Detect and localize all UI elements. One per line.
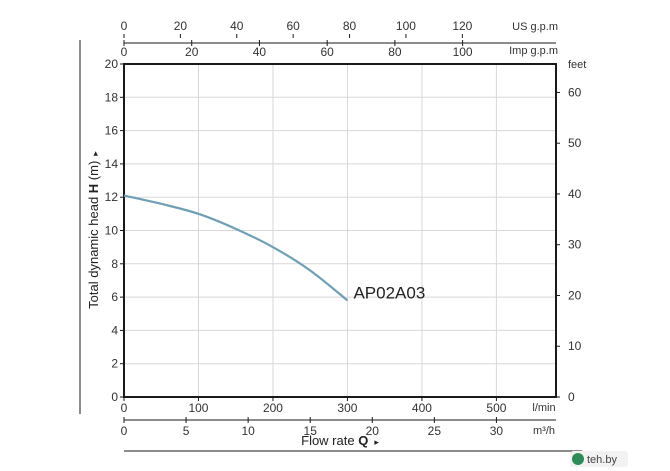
x-us-tick-label: 100	[396, 19, 416, 33]
y-tick-label: 18	[105, 90, 119, 104]
x-m3h-tick-label: 20	[366, 424, 380, 438]
y-tick-label: 16	[105, 124, 119, 138]
y-tick-label: 10	[105, 224, 119, 238]
series-label: AP02A03	[353, 283, 425, 302]
y-tick-label: 0	[111, 390, 118, 404]
x-unit-m3h: m³/h	[533, 425, 555, 437]
x-unit-imp: Imp g.p.m	[509, 45, 558, 57]
y-tick-label: 4	[111, 323, 118, 337]
x-imp-tick-label: 40	[253, 45, 267, 59]
series-layer: AP02A03	[123, 194, 425, 302]
y2-tick-label: 10	[568, 339, 582, 353]
y2-tick-label: 20	[568, 288, 582, 302]
x-m3h-tick-label: 15	[304, 424, 318, 438]
x-m3h-tick-label: 5	[183, 424, 190, 438]
x-m3h-tick-label: 25	[428, 424, 442, 438]
x-imp-tick-label: 80	[388, 45, 402, 59]
x-us-tick-label: 80	[343, 19, 357, 33]
y2-tick-label: 30	[568, 238, 582, 252]
x-tick-label: 400	[412, 401, 432, 415]
y2-tick-label: 50	[568, 136, 582, 150]
y-tick-label: 20	[105, 57, 119, 71]
x-tick-label: 300	[337, 401, 357, 415]
x-us-tick-label: 0	[121, 19, 128, 33]
x-axis-title: Flow rate Q ▸	[301, 433, 379, 448]
y-tick-label: 2	[111, 357, 118, 371]
watermark-text: teh.by	[587, 454, 617, 466]
x-unit-lmin: l/min	[532, 402, 555, 414]
x-imp-tick-label: 100	[453, 45, 473, 59]
x-tick-label: 0	[121, 401, 128, 415]
x-m3h-tick-label: 30	[490, 424, 504, 438]
x-m3h-tick-label: 0	[121, 424, 128, 438]
grid-lines	[124, 64, 556, 397]
y-tick-label: 14	[105, 157, 119, 171]
y-tick-label: 8	[111, 257, 118, 271]
x-m3h-tick-label: 10	[241, 424, 255, 438]
watermark-logo-icon	[572, 453, 584, 465]
series-line-ap02a03	[123, 194, 349, 302]
y2-tick-label: 60	[568, 85, 582, 99]
y-tick-label: 12	[105, 190, 119, 204]
watermark-badge: teh.by	[570, 451, 628, 467]
y2-tick-label: 0	[568, 390, 575, 404]
x-tick-label: 100	[188, 401, 208, 415]
y2-unit-label: feet	[568, 59, 586, 71]
x-imp-tick-label: 0	[121, 45, 128, 59]
x-imp-tick-label: 60	[320, 45, 334, 59]
x-us-tick-label: 20	[174, 19, 188, 33]
y2-tick-label: 40	[568, 187, 582, 201]
x-tick-label: 200	[263, 401, 283, 415]
x-us-tick-label: 120	[452, 19, 472, 33]
y-axis-title: Total dynamic head H (m)▸	[86, 151, 101, 309]
x-us-tick-label: 40	[230, 19, 244, 33]
x-imp-tick-label: 20	[185, 45, 199, 59]
x-tick-label: 500	[486, 401, 506, 415]
x-unit-us: US g.p.m	[512, 21, 558, 33]
x-us-tick-label: 60	[286, 19, 300, 33]
y-tick-label: 6	[111, 290, 118, 304]
